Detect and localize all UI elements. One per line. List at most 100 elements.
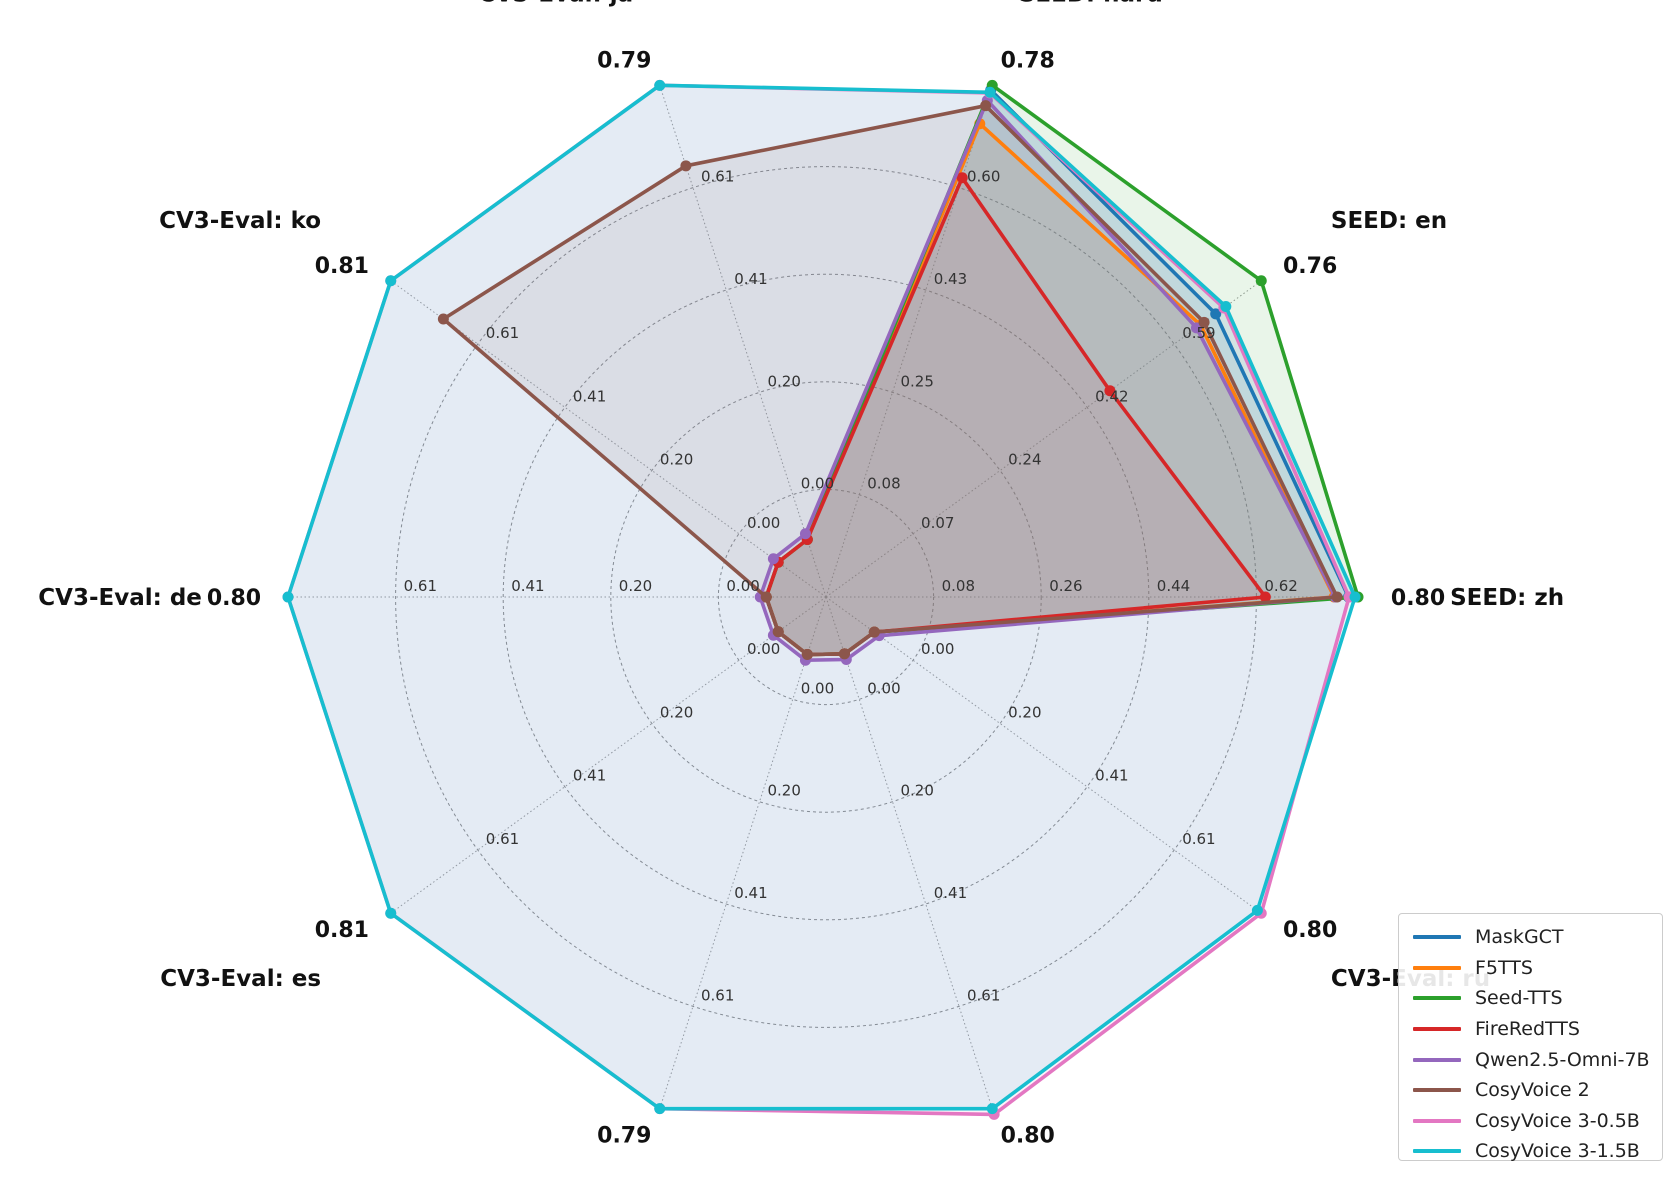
- data-point: [801, 648, 813, 660]
- tick-label: 0.42: [1095, 387, 1128, 405]
- legend-swatch: [1413, 1118, 1461, 1123]
- tick-label: 0.00: [867, 679, 900, 697]
- axis-spoke: [825, 85, 993, 598]
- max-value-label: 0.80: [1001, 1123, 1055, 1148]
- axis-spoke: [825, 596, 1262, 914]
- data-point: [838, 648, 850, 660]
- data-point: [986, 1103, 998, 1115]
- data-point: [1198, 316, 1210, 328]
- legend-swatch: [1413, 965, 1461, 970]
- legend-label: CosyVoice 2: [1475, 1079, 1590, 1102]
- axis-spoke: [390, 280, 827, 598]
- data-point: [956, 172, 968, 184]
- axis-labels: 0.08 0.26 0.44 0.62 0.07 0.24 0.42 0.59 0.08 0.25…: [38, 0, 1564, 1148]
- series-fill: [288, 85, 1350, 1115]
- data-point: [1190, 322, 1202, 334]
- tick-label: 0.61: [486, 830, 519, 848]
- tick-label: 0.41: [734, 884, 767, 902]
- legend-item: FireRedTTS: [1413, 1014, 1652, 1045]
- legend-swatch: [1413, 1027, 1461, 1032]
- tick-label: 0.00: [801, 475, 834, 493]
- data-point: [772, 626, 784, 638]
- series-fill: [766, 123, 1335, 655]
- data-point: [980, 100, 992, 112]
- data-point: [1259, 591, 1271, 603]
- tick-label: 0.24: [1008, 451, 1041, 469]
- tick-label: 0.41: [734, 270, 767, 288]
- legend-swatch: [1413, 1088, 1461, 1093]
- tick-label: 0.20: [660, 703, 693, 721]
- tick-label: 0.20: [619, 577, 652, 595]
- tick-label: 0.41: [573, 767, 606, 785]
- max-value-label: 0.81: [315, 918, 369, 943]
- data-point: [760, 591, 772, 603]
- tick-label: 0.59: [1182, 324, 1215, 342]
- grid-circle: [502, 273, 1150, 921]
- tick-label: 0.41: [1095, 767, 1128, 785]
- tick-label: 0.20: [901, 782, 934, 800]
- data-point: [868, 626, 880, 638]
- data-point: [1255, 275, 1267, 287]
- data-point: [680, 160, 692, 172]
- tick-label: 0.00: [747, 514, 780, 532]
- max-value-label: 0.80: [207, 586, 261, 611]
- axis-spoke: [825, 596, 993, 1109]
- max-value-label: 0.80: [1391, 586, 1445, 611]
- axis-category-label: SEED: hard: [1019, 0, 1163, 7]
- tick-label: 0.44: [1157, 577, 1190, 595]
- series-fill: [760, 100, 1336, 661]
- max-value-label: 0.79: [597, 1123, 651, 1148]
- data-point: [654, 1103, 666, 1115]
- tick-label: 0.08: [942, 577, 975, 595]
- tick-label: 0.61: [1182, 830, 1215, 848]
- data-point: [1331, 591, 1343, 603]
- tick-label: 0.00: [801, 679, 834, 697]
- data-point: [385, 275, 397, 287]
- data-point: [767, 553, 779, 565]
- data-point: [1220, 301, 1232, 313]
- tick-label: 0.61: [404, 577, 437, 595]
- axis-category-label: CV3-Eval: es: [160, 966, 321, 992]
- max-value-label: 0.79: [597, 49, 651, 74]
- legend-item: MaskGCT: [1413, 922, 1652, 953]
- tick-label: 0.61: [486, 324, 519, 342]
- legend-label: CosyVoice 3-0.5B: [1475, 1109, 1640, 1132]
- data-point: [1210, 308, 1222, 320]
- legend-item: CosyVoice 2: [1413, 1075, 1652, 1106]
- tick-label: 0.61: [967, 986, 1000, 1004]
- data-point: [1251, 904, 1263, 916]
- tick-label: 0.20: [767, 782, 800, 800]
- series-fill: [443, 105, 1338, 655]
- max-value-label: 0.80: [1283, 918, 1337, 943]
- data-point: [282, 591, 294, 603]
- axis-spoke: [659, 596, 827, 1109]
- tick-label: 0.60: [967, 168, 1000, 186]
- data-point: [1349, 591, 1361, 603]
- tick-label: 0.20: [660, 451, 693, 469]
- tick-label: 0.43: [934, 270, 967, 288]
- series-fill: [288, 85, 1355, 1109]
- data-point: [799, 528, 811, 540]
- data-point: [385, 907, 397, 919]
- data-point: [984, 86, 996, 98]
- tick-label: 0.00: [726, 577, 759, 595]
- legend-label: MaskGCT: [1475, 926, 1564, 949]
- tick-label: 0.61: [701, 168, 734, 186]
- axis-category-label: CV3-Eval: ja: [478, 0, 633, 7]
- legend-item: CosyVoice 3-0.5B: [1413, 1106, 1652, 1137]
- legend-label: CosyVoice 3-1.5B: [1475, 1140, 1640, 1163]
- tick-label: 0.61: [701, 986, 734, 1004]
- tick-label: 0.07: [921, 514, 954, 532]
- tick-label: 0.41: [573, 387, 606, 405]
- legend-swatch: [1413, 996, 1461, 1001]
- legend-swatch: [1413, 935, 1461, 940]
- axis-spoke: [825, 280, 1262, 598]
- legend-label: Seed-TTS: [1475, 987, 1563, 1010]
- max-value-label: 0.81: [315, 254, 369, 279]
- legend-swatch: [1413, 1149, 1461, 1154]
- tick-label: 0.41: [934, 884, 967, 902]
- legend-label: F5TTS: [1475, 956, 1533, 979]
- series-lines: [282, 79, 1364, 1120]
- tick-label: 0.41: [511, 577, 544, 595]
